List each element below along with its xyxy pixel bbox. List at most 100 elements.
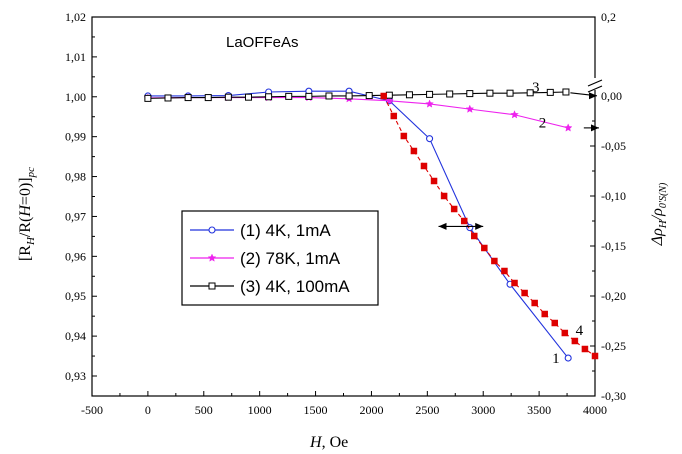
x-axis-title: H, Oe	[309, 434, 348, 451]
data-point	[385, 91, 393, 99]
data-point	[466, 90, 474, 98]
data-point	[204, 94, 212, 102]
yr-tick-label: -0,30	[601, 389, 626, 403]
yr-tick-label: -0,15	[601, 239, 626, 253]
data-point	[410, 147, 418, 155]
data-point	[471, 232, 478, 240]
data-point	[446, 90, 454, 98]
arrows-layer	[438, 92, 599, 230]
series-line	[147, 97, 569, 129]
data-point	[420, 162, 428, 170]
data-point	[400, 132, 408, 140]
y-left-axis-title: [RH/R(H=0)]pc	[17, 167, 37, 261]
y-left-axis-ticks: 0,93 0,94 0,95 0,96 0,97 0,98 0,99 1,00 1,01 1,02	[65, 10, 97, 383]
right-axis-break	[587, 78, 603, 93]
yl-tick-label: 1,00	[65, 90, 86, 104]
x-tick-label: 4000	[583, 403, 607, 417]
yl-tick-label: 0,95	[65, 289, 86, 303]
yr-tick-label: -0,05	[601, 139, 626, 153]
plot-frame	[91, 16, 596, 397]
data-point	[244, 93, 252, 101]
data-point	[571, 337, 579, 345]
series-annotation: 1	[552, 351, 560, 367]
series-4	[380, 92, 599, 360]
x-axis-title-italic: H	[309, 434, 323, 451]
yr-b: H	[657, 219, 669, 229]
data-point	[305, 92, 313, 100]
data-point	[390, 112, 398, 120]
data-point	[164, 94, 172, 102]
yl-d: H	[17, 204, 34, 218]
yr-a: Δρ	[649, 228, 666, 246]
arrow-head	[438, 222, 447, 230]
data-point	[208, 226, 216, 234]
data-point	[491, 257, 498, 265]
data-point	[224, 93, 232, 101]
data-point	[564, 354, 572, 362]
data-point	[486, 89, 494, 97]
data-point	[380, 92, 387, 100]
data-point	[521, 289, 528, 297]
data-point	[144, 94, 152, 102]
data-point	[405, 91, 413, 99]
yl-b: H	[25, 236, 37, 246]
x-tick-label: 1000	[248, 403, 272, 417]
data-point	[365, 92, 373, 100]
data-point	[562, 88, 570, 96]
yl-c: /R(	[17, 217, 34, 237]
yl-tick-label: 0,96	[65, 249, 86, 263]
x-tick-label: 3500	[527, 403, 551, 417]
yr-d: 0'S(N)	[658, 182, 669, 208]
yl-tick-label: 0,99	[65, 130, 86, 144]
data-point	[426, 90, 434, 98]
legend-label: (2) 78K, 1mA	[240, 249, 341, 268]
x-axis-title-rest: , Oe	[322, 434, 349, 451]
data-point	[207, 253, 217, 262]
x-tick-label: 0	[145, 403, 151, 417]
series-line	[147, 91, 566, 99]
yl-e: =0)]	[17, 177, 34, 205]
legend-label: (1) 4K, 1mA	[240, 221, 331, 240]
data-point	[501, 267, 508, 275]
yl-a: [R	[17, 245, 34, 261]
legend: (1) 4K, 1mA (2) 78K, 1mA (3) 4K, 100mA	[181, 210, 379, 306]
yl-f: pc	[25, 167, 37, 179]
yr-tick-label: -0,25	[601, 339, 626, 353]
annotations-layer: 1 2 3 4	[532, 80, 584, 367]
data-point	[265, 93, 273, 101]
legend-entry: (3) 4K, 100mA	[190, 277, 350, 296]
data-point	[551, 319, 559, 327]
data-point	[591, 352, 599, 360]
data-point	[450, 205, 458, 213]
chart-title: LaOFFeAs	[226, 34, 299, 51]
series-3	[144, 88, 570, 102]
yr-tick-label: 0,2	[601, 10, 616, 24]
yl-tick-label: 1,01	[65, 50, 86, 64]
data-point	[208, 282, 216, 290]
y-right-axis-ticks: -0,30 -0,25 -0,20 -0,15 -0,10 -0,05 0,00 0,2	[590, 10, 626, 403]
yl-tick-label: 0,93	[65, 369, 86, 383]
data-point	[425, 99, 434, 108]
data-point	[541, 310, 548, 318]
data-point	[460, 217, 468, 225]
yl-tick-label: 1,02	[65, 10, 86, 24]
data-point	[561, 329, 569, 337]
x-tick-label: 1500	[304, 403, 328, 417]
yr-tick-label: -0,10	[601, 189, 626, 203]
legend-entry: (1) 4K, 1mA	[190, 221, 331, 240]
yr-tick-label: 0,00	[601, 89, 622, 103]
data-point	[465, 104, 475, 113]
data-point	[440, 192, 448, 200]
x-tick-label: 2500	[415, 403, 439, 417]
data-point	[184, 94, 192, 102]
x-tick-label: 3000	[471, 403, 495, 417]
legend-entry: (2) 78K, 1mA	[190, 249, 341, 268]
data-point	[546, 88, 554, 96]
yl-tick-label: 0,94	[65, 329, 86, 343]
x-tick-label: -500	[81, 403, 103, 417]
x-tick-label: 500	[195, 403, 213, 417]
data-point	[563, 123, 573, 132]
data-point	[511, 279, 518, 287]
x-tick-label: 2000	[359, 403, 383, 417]
data-point	[430, 177, 438, 185]
